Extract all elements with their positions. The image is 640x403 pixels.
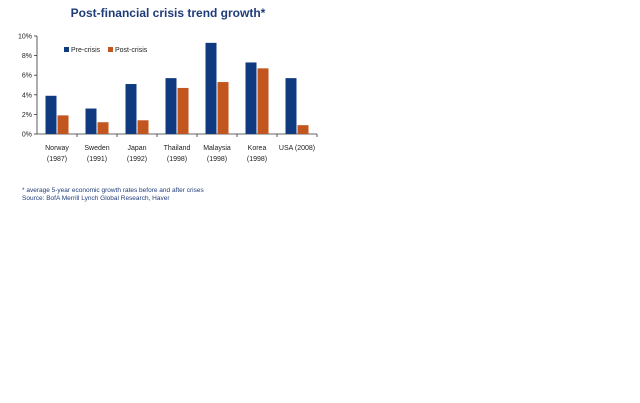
bar-pre-crisis xyxy=(205,42,217,134)
bar-post-crisis xyxy=(297,125,309,134)
bar-pre-crisis xyxy=(245,62,257,134)
bar-post-crisis xyxy=(217,82,229,134)
bar-pre-crisis xyxy=(285,78,297,134)
legend-label: Post-crisis xyxy=(115,47,148,54)
bar-post-crisis xyxy=(97,122,109,134)
y-tick-label: 6% xyxy=(22,73,32,80)
x-category-label: Malaysia xyxy=(203,145,231,152)
x-category-label: Korea xyxy=(248,145,267,152)
legend-label: Pre-crisis xyxy=(71,47,101,54)
x-category-label: Norway xyxy=(45,145,69,152)
y-tick-label: 10% xyxy=(18,34,32,41)
x-category-label: (1998) xyxy=(167,156,187,163)
chart-title: Post-financial crisis trend growth* xyxy=(70,6,266,20)
x-category-label: Sweden xyxy=(84,145,109,152)
x-category-label: (1991) xyxy=(87,156,107,163)
x-category-label: Thailand xyxy=(164,145,191,152)
x-category-label: (1998) xyxy=(247,156,267,163)
footnote-source: Source: BofA Merrill Lynch Global Resear… xyxy=(22,195,170,202)
y-tick-label: 0% xyxy=(22,132,32,139)
bar-pre-crisis xyxy=(125,84,137,134)
legend-swatch-pre-crisis xyxy=(64,47,69,52)
x-category-label: USA (2008) xyxy=(279,145,315,152)
bar-post-crisis xyxy=(257,68,269,134)
x-category-label: (1998) xyxy=(207,156,227,163)
y-tick-label: 2% xyxy=(22,112,32,119)
bar-post-crisis xyxy=(177,87,189,134)
y-tick-label: 4% xyxy=(22,92,32,99)
x-category-label: (1987) xyxy=(47,156,67,163)
bar-pre-crisis xyxy=(165,78,177,134)
footnote-note: * average 5-year economic growth rates b… xyxy=(22,187,204,194)
x-category-label: Japan xyxy=(127,145,146,152)
bar-post-crisis xyxy=(137,120,149,134)
x-category-label: (1992) xyxy=(127,156,147,163)
bar-post-crisis xyxy=(57,115,69,134)
y-tick-label: 8% xyxy=(22,53,32,60)
bar-pre-crisis xyxy=(85,108,97,134)
legend-swatch-post-crisis xyxy=(108,47,113,52)
bar-pre-crisis xyxy=(45,95,57,134)
